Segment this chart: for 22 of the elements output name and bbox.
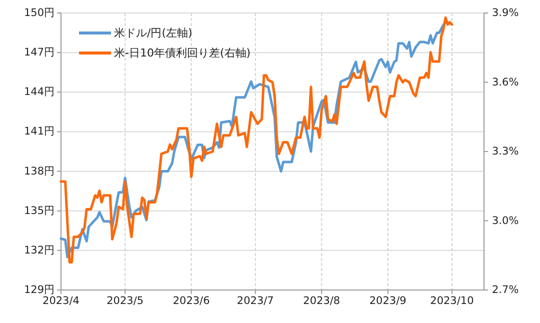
y-tick-label: 135円	[24, 204, 55, 217]
x-tick-label: 2023/9	[369, 295, 406, 307]
y2-tick-label: 3.6%	[492, 76, 519, 88]
y-tick-label: 141円	[24, 126, 55, 138]
y2-tick-label: 3.0%	[492, 214, 519, 227]
y-tick-label: 129円	[24, 284, 55, 296]
x-tick-label: 2023/10	[430, 295, 474, 307]
y2-tick-label: 2.7%	[492, 284, 519, 296]
y-tick-label: 147円	[24, 46, 55, 59]
x-tick-label: 2023/6	[172, 295, 210, 307]
y-tick-label: 144円	[24, 86, 55, 98]
x-tick-label: 2023/8	[303, 295, 340, 307]
legend-label: 米ドル/円(左軸)	[114, 26, 192, 40]
y2-tick-label: 3.3%	[492, 146, 519, 158]
y2-tick-label: 3.9%	[492, 7, 519, 19]
y-tick-label: 150円	[24, 7, 55, 19]
x-tick-label: 2023/4	[42, 295, 80, 307]
y-tick-label: 132円	[24, 244, 55, 256]
x-tick-label: 2023/7	[236, 295, 274, 307]
legend-label: 米-日10年債利回り差(右軸)	[114, 46, 251, 60]
x-tick-label: 2023/5	[106, 295, 144, 307]
y-tick-label: 138円	[24, 165, 55, 178]
